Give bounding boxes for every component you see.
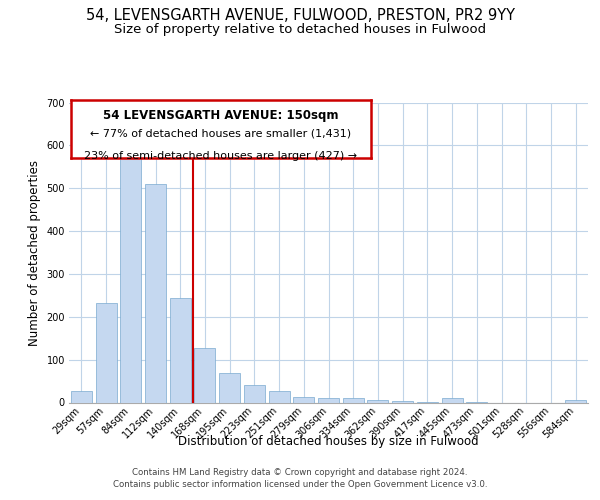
Bar (244, 384, 265, 402)
Bar (318, 398, 339, 402)
Text: Size of property relative to detached houses in Fulwood: Size of property relative to detached ho… (114, 22, 486, 36)
Bar (120, 158, 141, 402)
Text: 54 LEVENSGARTH AVENUE: 150sqm: 54 LEVENSGARTH AVENUE: 150sqm (103, 108, 338, 122)
Text: Contains HM Land Registry data © Crown copyright and database right 2024.
Contai: Contains HM Land Registry data © Crown c… (113, 468, 487, 489)
Text: Distribution of detached houses by size in Fulwood: Distribution of detached houses by size … (178, 435, 479, 448)
Bar (392, 401, 413, 402)
Bar (293, 397, 314, 402)
Bar (170, 298, 191, 403)
Bar (565, 400, 586, 402)
Bar (219, 372, 240, 402)
Bar (343, 398, 364, 402)
Text: ← 77% of detached houses are smaller (1,431): ← 77% of detached houses are smaller (1,… (90, 128, 352, 138)
Bar (367, 400, 388, 402)
Y-axis label: Number of detached properties: Number of detached properties (28, 160, 41, 346)
Bar (71, 390, 92, 402)
Bar (95, 303, 116, 402)
Bar (145, 184, 166, 402)
Bar (194, 348, 215, 403)
Bar (442, 398, 463, 402)
Bar (269, 390, 290, 402)
Text: 23% of semi-detached houses are larger (427) →: 23% of semi-detached houses are larger (… (84, 150, 358, 160)
Text: 54, LEVENSGARTH AVENUE, FULWOOD, PRESTON, PR2 9YY: 54, LEVENSGARTH AVENUE, FULWOOD, PRESTON… (86, 8, 515, 22)
